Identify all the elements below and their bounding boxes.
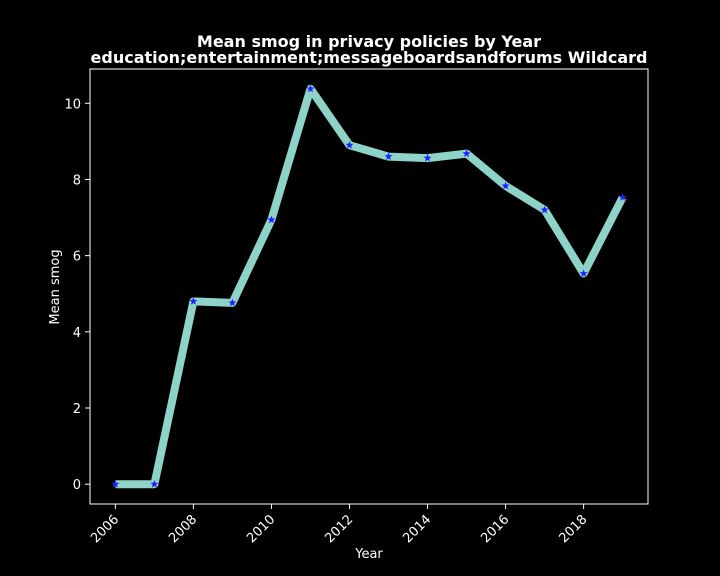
y-tick-label: 8 bbox=[73, 173, 81, 188]
data-point-marker bbox=[423, 153, 432, 162]
chart-title: Mean smog in privacy policies by Year bbox=[197, 32, 541, 51]
data-point-marker bbox=[306, 84, 315, 93]
y-tick-label: 10 bbox=[64, 97, 81, 112]
data-point-marker bbox=[384, 152, 393, 161]
data-point-marker bbox=[111, 479, 120, 488]
data-point-marker bbox=[150, 479, 159, 488]
data-point-marker bbox=[501, 181, 510, 190]
data-point-marker bbox=[267, 215, 276, 224]
data-point-marker bbox=[462, 149, 471, 157]
y-tick-label: 0 bbox=[73, 478, 81, 493]
series-markers bbox=[111, 84, 627, 488]
data-point-marker bbox=[228, 298, 237, 307]
data-point-marker bbox=[579, 269, 588, 277]
data-point-marker bbox=[345, 140, 354, 149]
plot-area-frame bbox=[89, 68, 649, 505]
data-point-marker bbox=[618, 193, 627, 201]
chart-subtitle: education;entertainment;messageboardsand… bbox=[91, 48, 648, 67]
data-point-marker bbox=[189, 297, 198, 305]
data-point-marker bbox=[540, 205, 549, 214]
y-tick-label: 6 bbox=[73, 250, 81, 265]
x-axis-label: Year bbox=[354, 547, 383, 562]
series-line bbox=[115, 84, 627, 489]
y-tick-label: 2 bbox=[73, 402, 81, 417]
y-tick-label: 4 bbox=[73, 326, 81, 341]
y-axis: 0 2 4 6 8 10 bbox=[64, 97, 90, 493]
y-axis-label: Mean smog bbox=[48, 249, 63, 324]
